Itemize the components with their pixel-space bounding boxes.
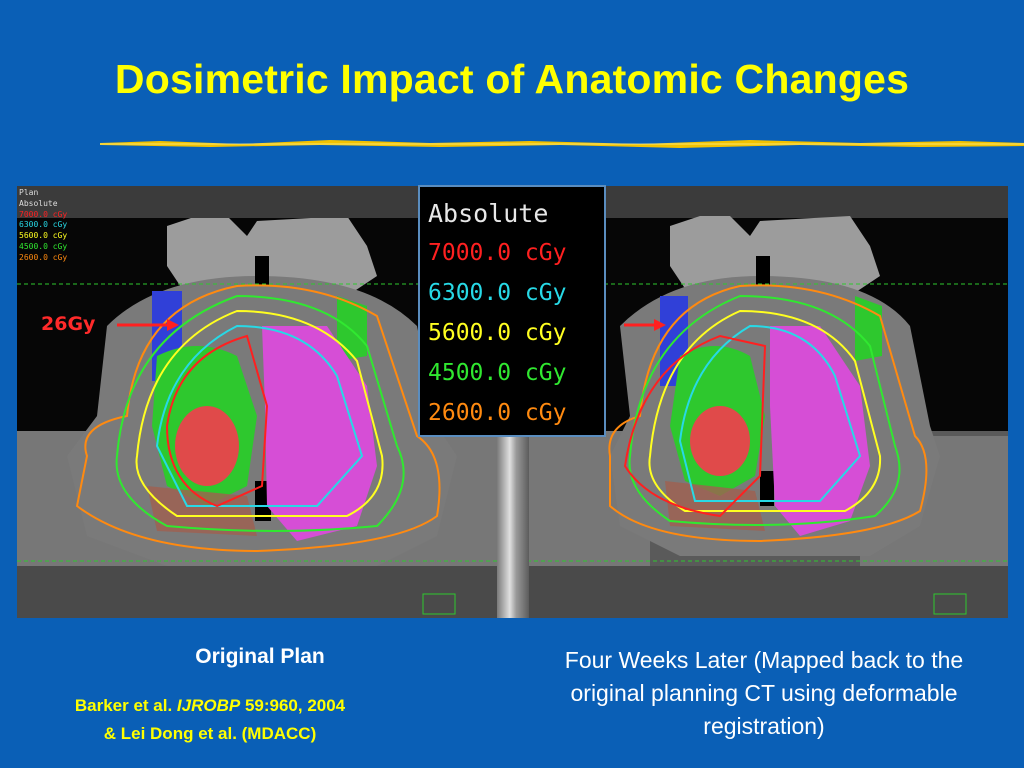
title-underline	[100, 140, 1024, 148]
plan-line: Absolute	[19, 198, 58, 208]
citation-volume: 59:960, 2004	[240, 696, 346, 715]
citation-line-1: Barker et al. IJROBP 59:960, 2004	[20, 692, 400, 720]
legend-row-5600: 5600.0 cGy	[428, 320, 567, 346]
plan-line: 6300.0 cGy	[19, 220, 68, 230]
four-weeks-later-ct-image	[520, 186, 1008, 618]
four-weeks-later-caption: Four Weeks Later (Mapped back to the ori…	[564, 647, 964, 739]
citation-journal: IJROBP	[176, 696, 241, 715]
plan-line: 2600.0 cGy	[19, 252, 68, 262]
plan-info-text: Plan Absolute 7000.0 cGy 6300.0 cGy 5600…	[19, 188, 67, 264]
plan-line: 7000.0 cGy	[19, 209, 68, 219]
image-divider	[497, 437, 529, 618]
legend-row-4500: 4500.0 cGy	[428, 360, 567, 386]
legend-header: Absolute	[428, 199, 549, 228]
legend-row-6300: 6300.0 cGy	[428, 280, 567, 306]
dose-legend: Absolute 7000.0 cGy 6300.0 cGy 5600.0 cG…	[418, 185, 606, 437]
plan-line: 5600.0 cGy	[19, 231, 68, 241]
plan-line: 4500.0 cGy	[19, 241, 68, 251]
legend-row-2600: 2600.0 cGy	[428, 400, 567, 426]
slide-title: Dosimetric Impact of Anatomic Changes	[114, 56, 910, 102]
dose-annotation-26gy: 26Gy	[41, 313, 96, 335]
plan-line: Plan	[19, 188, 39, 197]
legend-row-7000: 7000.0 cGy	[428, 240, 567, 266]
original-plan-caption: Original Plan	[195, 645, 325, 668]
citation-authors: Barker et al.	[74, 696, 177, 715]
citation-line-2: & Lei Dong et al. (MDACC)	[103, 724, 317, 743]
citation: Barker et al. IJROBP 59:960, 2004 & Lei …	[20, 692, 400, 748]
